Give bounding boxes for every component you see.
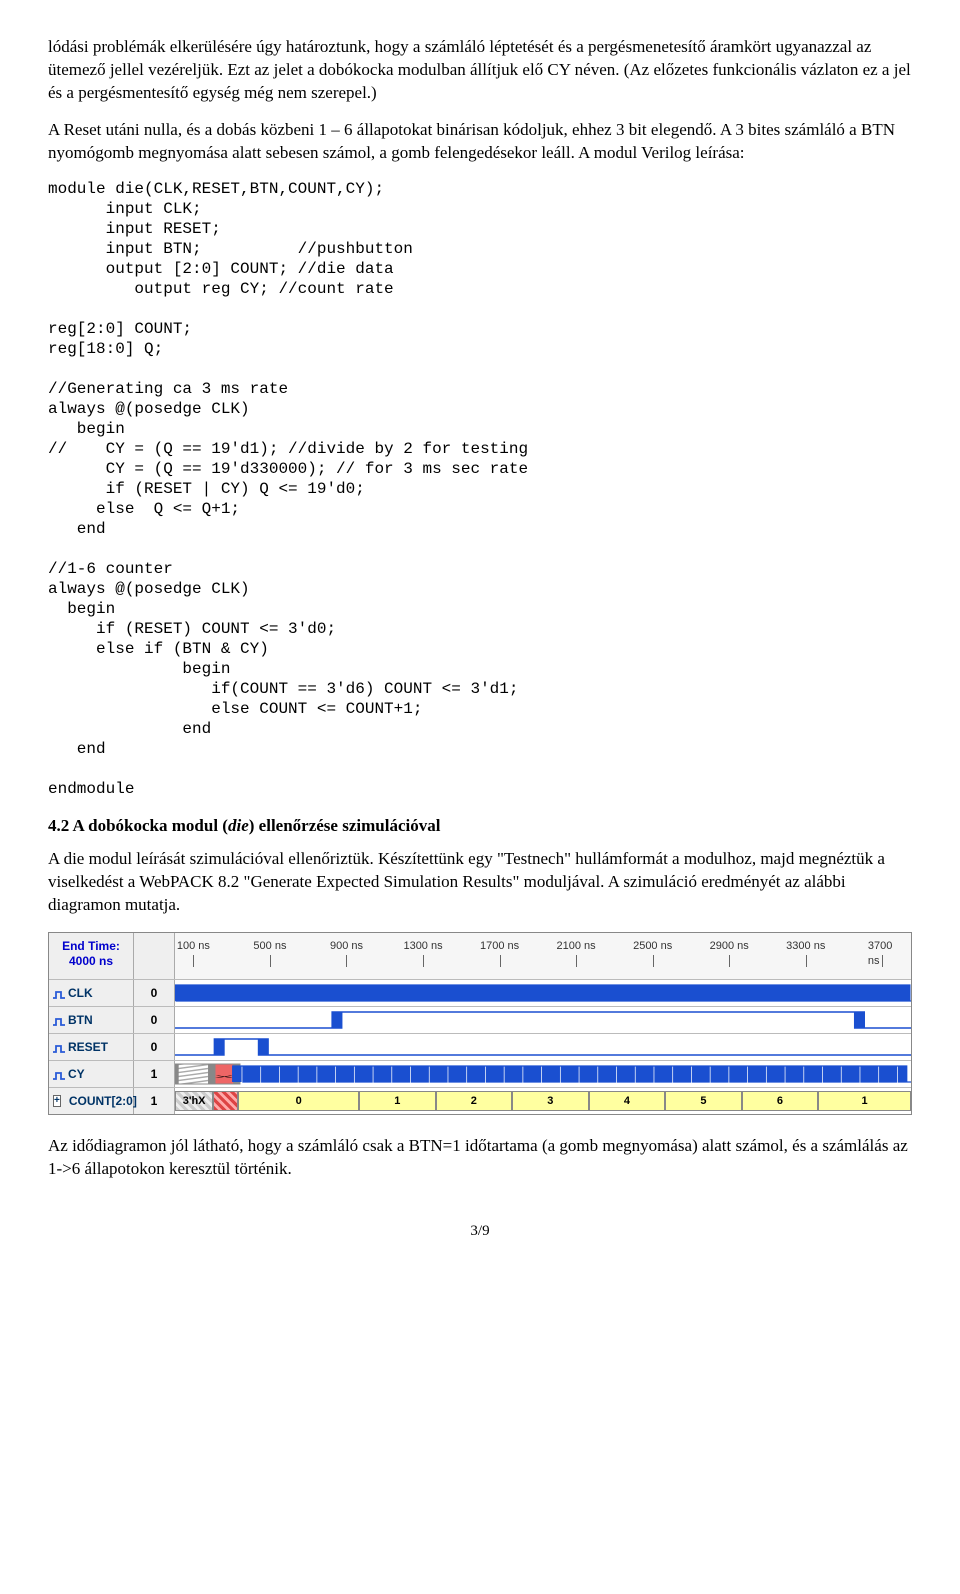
- bus-segment: 1: [818, 1091, 911, 1111]
- timing-header: End Time: 4000 ns 100 ns 500 ns 900 ns 1300…: [49, 933, 911, 979]
- signal-name: CY: [49, 1061, 134, 1087]
- ruler-tick: 1700 ns: [480, 939, 519, 954]
- signal-value: 1: [134, 1061, 175, 1087]
- ruler-tick: 2500 ns: [633, 939, 672, 954]
- paragraph-4: Az idődiagramon jól látható, hogy a szám…: [48, 1135, 912, 1181]
- timing-row-BTN: BTN0: [49, 1006, 911, 1033]
- ruler-tick: 900 ns: [330, 939, 363, 954]
- timing-row-CY: CY1 X: [49, 1060, 911, 1087]
- ruler-tick: 500 ns: [253, 939, 286, 954]
- waveform: [175, 1007, 911, 1033]
- waveform: [175, 980, 911, 1006]
- bus-segment: 6: [742, 1091, 819, 1111]
- paragraph-1: lódási problémák elkerülésére úgy határo…: [48, 36, 912, 105]
- timing-row-RESET: RESET0: [49, 1033, 911, 1060]
- end-time-cell: End Time: 4000 ns: [49, 933, 134, 979]
- svg-text:X: X: [214, 1075, 234, 1079]
- ruler-tick: 2900 ns: [710, 939, 749, 954]
- paragraph-2: A Reset utáni nulla, és a dobás közbeni …: [48, 119, 912, 165]
- timing-row-COUNT20: +COUNT[2:0]13'hX01234561: [49, 1087, 911, 1114]
- bus-segment: 3: [512, 1091, 589, 1111]
- signal-value: 0: [134, 980, 175, 1006]
- verilog-code-block: module die(CLK,RESET,BTN,COUNT,CY); inpu…: [48, 179, 912, 799]
- signal-icon: [53, 1042, 65, 1052]
- signal-name: RESET: [49, 1034, 134, 1060]
- bus-segment: 3'hX: [175, 1091, 213, 1111]
- signal-value: 0: [134, 1007, 175, 1033]
- waveform: 3'hX01234561: [175, 1088, 911, 1114]
- ruler-tick: 100 ns: [177, 939, 210, 954]
- bus-segment: 0: [238, 1091, 359, 1111]
- signal-name: CLK: [49, 980, 134, 1006]
- bus-segment: 4: [589, 1091, 666, 1111]
- bus-segment: [213, 1091, 238, 1111]
- signal-icon: [53, 1069, 65, 1079]
- signal-name: BTN: [49, 1007, 134, 1033]
- heading-4-2: 4.2 A dobókocka modul (die) ellenőrzése …: [48, 815, 912, 838]
- signal-name: +COUNT[2:0]: [49, 1088, 134, 1114]
- value-column-header: [134, 933, 175, 979]
- bus-segment: 1: [359, 1091, 436, 1111]
- page-number: 3/9: [48, 1221, 912, 1241]
- bus-segment: 2: [436, 1091, 513, 1111]
- bus-segment: 5: [665, 1091, 742, 1111]
- paragraph-3: A die modul leírását szimulációval ellen…: [48, 848, 912, 917]
- expand-icon[interactable]: +: [53, 1095, 61, 1107]
- signal-icon: [53, 1015, 65, 1025]
- ruler-tick: 2100 ns: [557, 939, 596, 954]
- time-ruler: 100 ns 500 ns 900 ns 1300 ns 1700 ns 2100 ns 2…: [175, 933, 911, 979]
- timing-diagram: End Time: 4000 ns 100 ns500 ns900 ns1300…: [48, 932, 912, 1115]
- signal-icon: [53, 988, 65, 998]
- signal-value: 0: [134, 1034, 175, 1060]
- timing-row-CLK: CLK0: [49, 979, 911, 1006]
- ruler-tick: 3300 ns: [786, 939, 825, 954]
- waveform: [175, 1034, 911, 1060]
- waveform: X: [175, 1061, 911, 1087]
- ruler-tick: 1300 ns: [403, 939, 442, 954]
- signal-value: 1: [134, 1088, 175, 1114]
